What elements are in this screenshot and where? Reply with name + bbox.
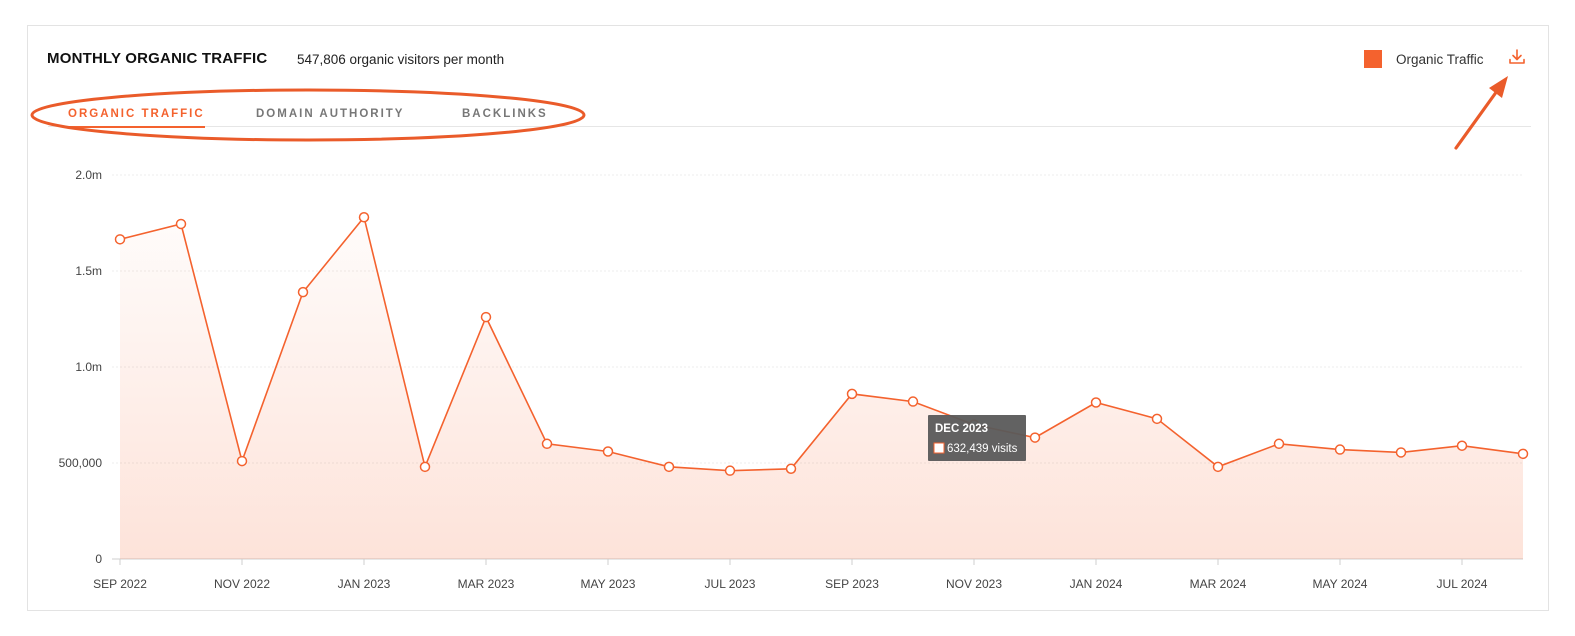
y-tick-label: 2.0m: [75, 168, 102, 182]
card-title: MONTHLY ORGANIC TRAFFIC: [47, 50, 268, 67]
area-fill: [120, 217, 1523, 559]
tabs-highlight-ellipse: [30, 88, 586, 142]
card-subtitle: 547,806 organic visitors per month: [297, 52, 505, 67]
data-point[interactable]: [1212, 461, 1224, 473]
data-point[interactable]: [1029, 432, 1041, 443]
tab-domain-authority[interactable]: DOMAIN AUTHORITY: [256, 108, 405, 120]
y-tick-label: 1.0m: [75, 360, 102, 374]
x-tick-label: MAY 2023: [581, 577, 636, 591]
tooltip-swatch: [933, 442, 945, 454]
x-tick-label: SEP 2022: [93, 577, 147, 591]
data-point[interactable]: [785, 463, 797, 475]
x-tick-label: JUL 2024: [1437, 577, 1488, 591]
data-point[interactable]: [358, 211, 370, 223]
x-axis: SEP 2022 NOV 2022 JAN 2023 MAR 2023 MAY 2023…: [93, 559, 1488, 591]
x-tick-label: JAN 2024: [1070, 577, 1123, 591]
chart-tooltip: DEC 2023 632,439 visits: [928, 415, 1026, 461]
x-tick-label: MAR 2024: [1190, 577, 1247, 591]
y-tick-label: 1.5m: [75, 264, 102, 278]
x-tick-label: JAN 2023: [338, 577, 391, 591]
legend-label: Organic Traffic: [1396, 51, 1484, 67]
data-point[interactable]: [602, 446, 614, 457]
tooltip-title: DEC 2023: [935, 423, 988, 435]
data-point[interactable]: [541, 438, 553, 450]
data-point[interactable]: [907, 396, 919, 407]
data-point[interactable]: [236, 455, 248, 467]
data-point[interactable]: [1517, 448, 1529, 460]
download-button[interactable]: [1507, 47, 1527, 67]
data-points: [114, 211, 1529, 476]
data-point[interactable]: [297, 286, 309, 298]
tab-backlinks[interactable]: BACKLINKS: [462, 108, 548, 120]
series-line: [119, 215, 1524, 472]
data-point[interactable]: [1273, 438, 1285, 450]
data-point[interactable]: [663, 461, 675, 473]
chart-legend[interactable]: Organic Traffic: [1364, 50, 1484, 68]
tooltip-value: 632,439 visits: [947, 443, 1018, 455]
download-arrow-annotation: [1454, 76, 1508, 150]
x-tick-label: SEP 2023: [825, 577, 879, 591]
data-point[interactable]: [419, 461, 431, 473]
y-axis: 0 500,000 1.0m 1.5m 2.0m: [59, 168, 103, 566]
data-point[interactable]: [724, 465, 736, 476]
tab-organic-traffic[interactable]: ORGANIC TRAFFIC: [68, 108, 205, 128]
data-point[interactable]: [175, 218, 187, 230]
data-point[interactable]: [1334, 444, 1346, 455]
data-point[interactable]: [114, 234, 126, 245]
y-tick-label: 0: [95, 552, 102, 566]
data-point[interactable]: [1395, 447, 1407, 458]
y-tick-label: 500,000: [59, 456, 103, 470]
download-icon: [1509, 49, 1525, 64]
data-point[interactable]: [846, 388, 858, 400]
x-tick-label: JUL 2023: [705, 577, 756, 591]
data-point[interactable]: [1090, 397, 1102, 408]
x-tick-label: MAR 2023: [458, 577, 515, 591]
x-tick-label: MAY 2024: [1313, 577, 1368, 591]
data-point[interactable]: [1151, 413, 1163, 425]
data-point[interactable]: [480, 311, 492, 323]
data-point[interactable]: [1456, 440, 1468, 451]
x-tick-label: NOV 2022: [214, 577, 270, 591]
x-tick-label: NOV 2023: [946, 577, 1002, 591]
legend-swatch: [1364, 50, 1382, 68]
tab-bar: ORGANIC TRAFFIC DOMAIN AUTHORITY BACKLIN…: [48, 100, 1531, 128]
